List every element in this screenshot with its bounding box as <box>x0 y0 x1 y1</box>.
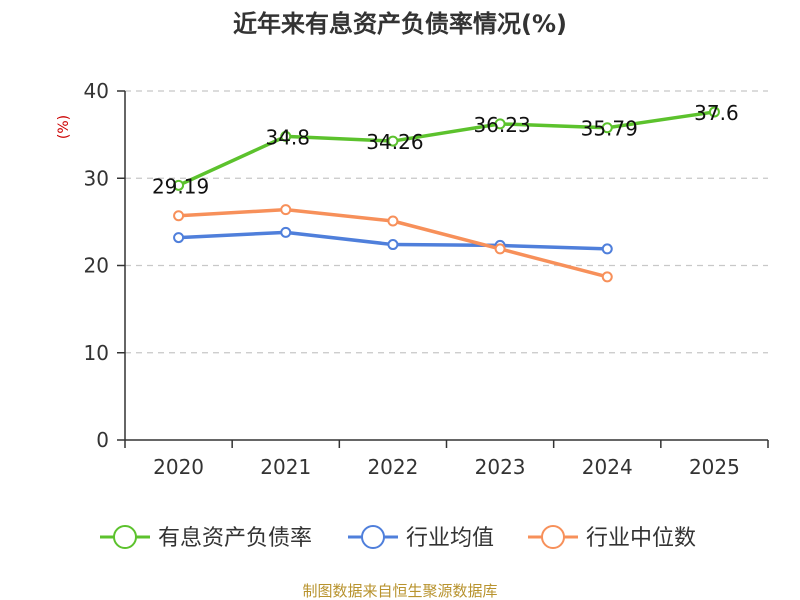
legend-item-0[interactable]: 有息资产负债率 <box>100 525 312 551</box>
data-label: 35.79 <box>581 117 638 141</box>
data-label: 37.6 <box>694 101 739 125</box>
x-tick-label: 2020 <box>153 455 204 479</box>
series-line-0 <box>177 110 715 187</box>
data-label: 36.23 <box>473 113 530 137</box>
y-axis-unit-label: (%) <box>56 115 72 139</box>
axes <box>117 90 769 448</box>
data-point[interactable] <box>387 215 399 227</box>
legend-marker <box>113 525 137 549</box>
y-tick-label: 30 <box>84 166 109 190</box>
data-point[interactable] <box>601 122 613 134</box>
y-tick-label: 40 <box>84 79 109 103</box>
y-tick-label: 0 <box>96 428 109 452</box>
series-group <box>173 106 720 283</box>
x-axis-ticks: 2020 2021 2022 2023 2024 2025 <box>153 455 740 479</box>
x-tick-label: 2023 <box>475 455 526 479</box>
legend-label: 有息资产负债率 <box>158 526 312 551</box>
source-note: 制图数据来自恒生聚源数据库 <box>302 582 497 600</box>
data-point[interactable] <box>601 271 613 283</box>
data-point[interactable] <box>387 135 399 147</box>
data-labels: 29.19 34.8 34.26 36.23 35.79 37.6 <box>152 101 739 198</box>
legend-marker <box>541 525 565 549</box>
y-tick-label: 10 <box>84 341 109 365</box>
legend-item-1[interactable]: 行业均值 <box>348 525 494 551</box>
data-point[interactable] <box>173 210 185 222</box>
y-axis-ticks: 0 10 20 30 40 <box>84 79 109 452</box>
legend-label: 行业均值 <box>406 526 494 551</box>
data-label: 29.19 <box>152 174 209 198</box>
legend[interactable]: 有息资产负债率 行业均值 行业中位数 <box>100 525 696 551</box>
grid-lines <box>125 90 768 354</box>
data-label: 34.26 <box>366 130 423 154</box>
legend-label: 行业中位数 <box>586 526 696 551</box>
chart-title: 近年来有息资产负债率情况(%) <box>233 10 567 38</box>
data-point[interactable] <box>280 130 292 142</box>
data-point[interactable] <box>173 179 185 191</box>
legend-item-2[interactable]: 行业中位数 <box>528 525 696 551</box>
x-tick-label: 2021 <box>260 455 311 479</box>
data-point[interactable] <box>280 226 292 238</box>
data-point[interactable] <box>494 243 506 255</box>
data-point[interactable] <box>494 118 506 130</box>
data-point[interactable] <box>173 232 185 244</box>
data-point[interactable] <box>601 243 613 255</box>
x-tick-label: 2022 <box>367 455 418 479</box>
legend-marker <box>361 525 385 549</box>
x-tick-label: 2024 <box>582 455 633 479</box>
y-tick-label: 20 <box>84 254 109 278</box>
data-point[interactable] <box>387 239 399 251</box>
data-label: 34.8 <box>265 125 310 149</box>
x-tick-label: 2025 <box>689 455 740 479</box>
data-point[interactable] <box>708 106 720 118</box>
data-point[interactable] <box>280 204 292 216</box>
